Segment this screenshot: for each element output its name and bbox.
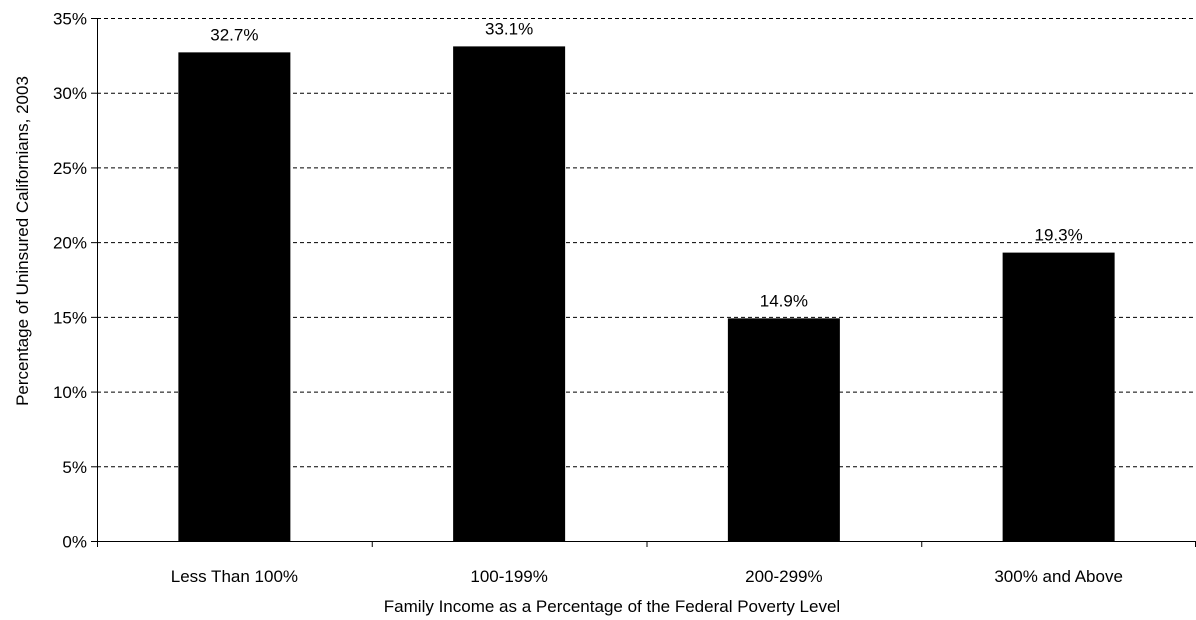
x-category-label: 300% and Above: [994, 567, 1123, 586]
bar: [453, 46, 566, 542]
x-category-label: 200-299%: [745, 567, 823, 586]
y-tick-label: 5%: [62, 458, 87, 477]
data-label: 32.7%: [210, 25, 258, 44]
bars: [178, 46, 1115, 542]
data-label: 33.1%: [485, 19, 533, 38]
y-tick-label: 35%: [53, 10, 87, 29]
bar: [1002, 252, 1115, 542]
data-label: 14.9%: [760, 291, 808, 310]
axes: [91, 18, 1196, 547]
x-axis-title: Family Income as a Percentage of the Fed…: [384, 597, 840, 616]
y-tick-label: 10%: [53, 383, 87, 402]
x-category-label: 100-199%: [470, 567, 548, 586]
y-tick-label: 0%: [62, 533, 87, 552]
labels: 0% 5% 10% 15% 20% 25% 30% 35% 32.7% 33.1% 14.9% 19.…: [53, 10, 1123, 587]
data-label: 19.3%: [1035, 226, 1083, 245]
x-category-label: Less Than 100%: [171, 567, 298, 586]
y-tick-label: 30%: [53, 84, 87, 103]
bar: [727, 318, 840, 541]
y-tick-label: 15%: [53, 308, 87, 327]
y-tick-label: 20%: [53, 234, 87, 253]
y-tick-label: 25%: [53, 159, 87, 178]
y-axis-title: Percentage of Uninsured Californians, 20…: [13, 76, 32, 406]
bar: [178, 52, 291, 542]
